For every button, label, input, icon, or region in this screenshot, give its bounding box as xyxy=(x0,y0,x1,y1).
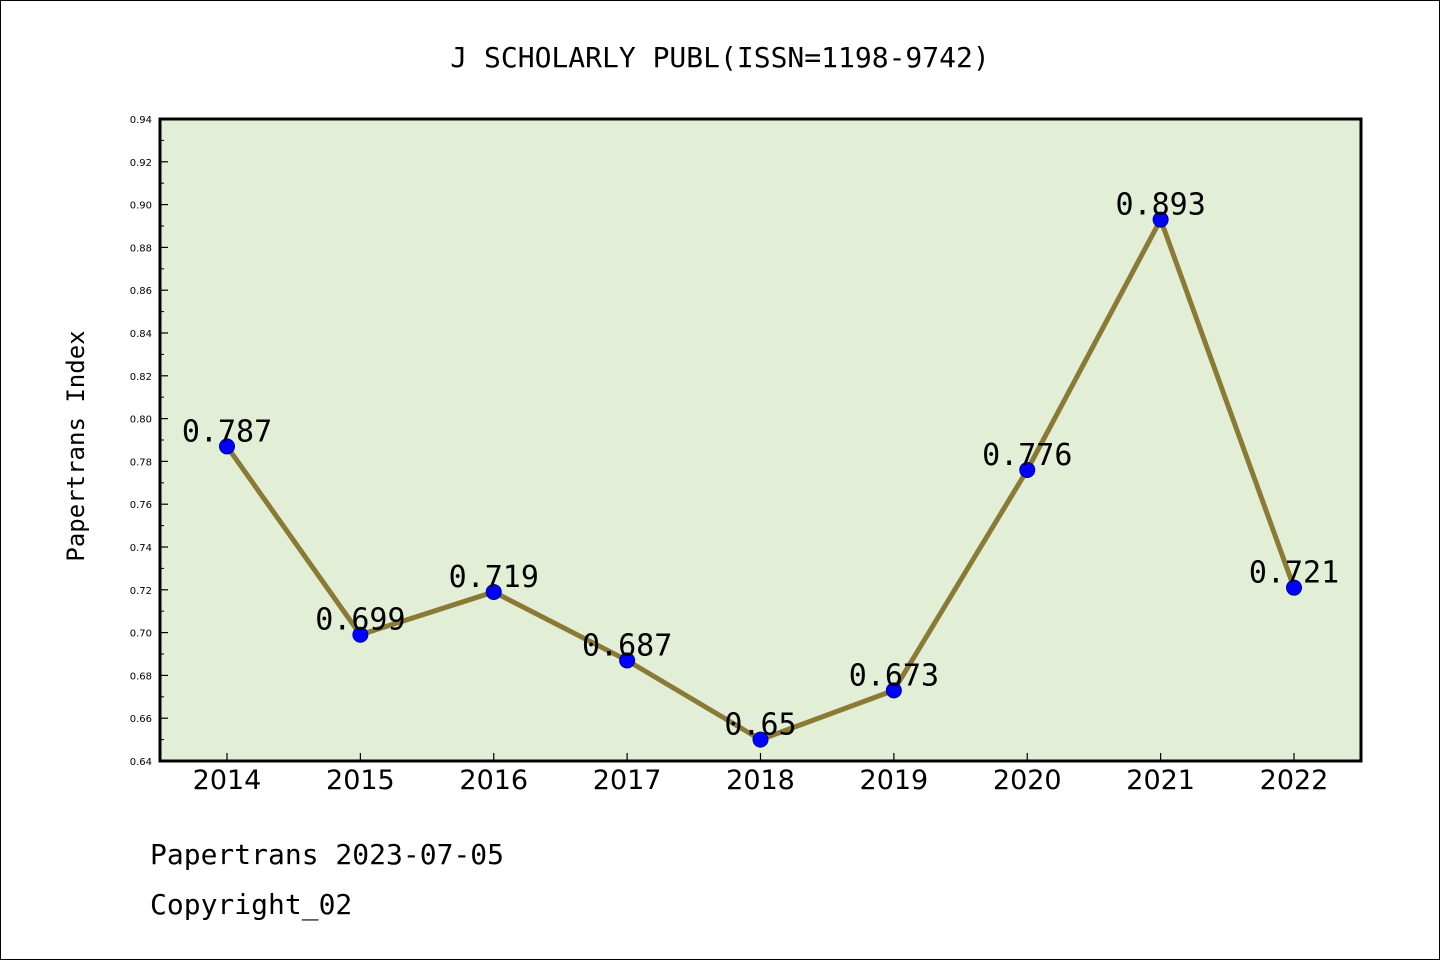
x-tick-label: 2019 xyxy=(860,765,929,796)
x-tick-label: 2020 xyxy=(993,765,1062,796)
data-label: 0.721 xyxy=(1249,556,1339,591)
data-label: 0.687 xyxy=(582,628,672,663)
data-label: 0.699 xyxy=(315,603,405,638)
y-tick-label: 0.92 xyxy=(130,158,152,169)
y-tick-label: 0.68 xyxy=(130,671,152,682)
y-tick-label: 0.76 xyxy=(130,500,152,511)
x-tick-label: 2018 xyxy=(726,765,795,796)
data-point xyxy=(752,731,769,748)
y-tick-label: 0.80 xyxy=(130,415,152,426)
footer-copyright: Copyright_02 xyxy=(150,888,352,922)
x-tick-label: 2015 xyxy=(326,765,395,796)
plot-border xyxy=(158,117,1363,763)
y-tick-label: 0.74 xyxy=(130,543,152,554)
y-tick-label: 0.66 xyxy=(130,714,152,725)
data-point xyxy=(1286,579,1302,596)
data-point xyxy=(1152,211,1169,228)
data-label: 0.673 xyxy=(849,658,939,693)
y-tick-label: 0.84 xyxy=(130,329,152,340)
y-tick-label: 0.94 xyxy=(130,115,152,126)
y-tick-label: 0.82 xyxy=(130,372,152,383)
data-point xyxy=(352,626,369,643)
y-tick-label: 0.70 xyxy=(130,629,152,640)
data-point xyxy=(1019,461,1036,478)
data-point xyxy=(619,652,636,669)
y-tick-label: 0.64 xyxy=(130,757,152,768)
x-tick-label: 2014 xyxy=(193,765,262,796)
chart-title: J SCHOLARLY PUBL(ISSN=1198-9742) xyxy=(450,41,989,74)
footer-source: Papertrans 2023-07-05 xyxy=(150,838,504,871)
y-tick-label: 0.72 xyxy=(130,586,152,597)
data-labels-group: 0.787 0.699 0.719 0.687 0.65 0.673 0.776 0.893 0… xyxy=(182,188,1339,743)
x-tick-label: 2016 xyxy=(459,765,528,796)
y-axis-label: Papertrans Index xyxy=(62,330,90,561)
y-tick-label: 0.78 xyxy=(130,457,152,468)
data-point xyxy=(485,583,502,600)
data-label: 0.719 xyxy=(449,560,539,595)
data-label: 0.893 xyxy=(1115,188,1205,223)
y-tick-label: 0.88 xyxy=(130,243,152,254)
data-label: 0.65 xyxy=(724,708,796,743)
x-tick-label: 2021 xyxy=(1126,765,1195,796)
data-point xyxy=(219,438,235,455)
data-label: 0.787 xyxy=(182,414,272,449)
x-tick-label: 2017 xyxy=(593,765,662,796)
data-point xyxy=(885,682,902,699)
y-tick-label: 0.86 xyxy=(130,286,152,297)
x-axis-ticks: 2014 2015 2016 2017 2018 2019 2020 2021 2022 xyxy=(193,753,1329,796)
y-tick-label: 0.90 xyxy=(130,201,152,212)
x-tick-label: 2022 xyxy=(1260,765,1329,796)
series-group xyxy=(219,211,1302,748)
data-label: 0.776 xyxy=(982,438,1072,473)
